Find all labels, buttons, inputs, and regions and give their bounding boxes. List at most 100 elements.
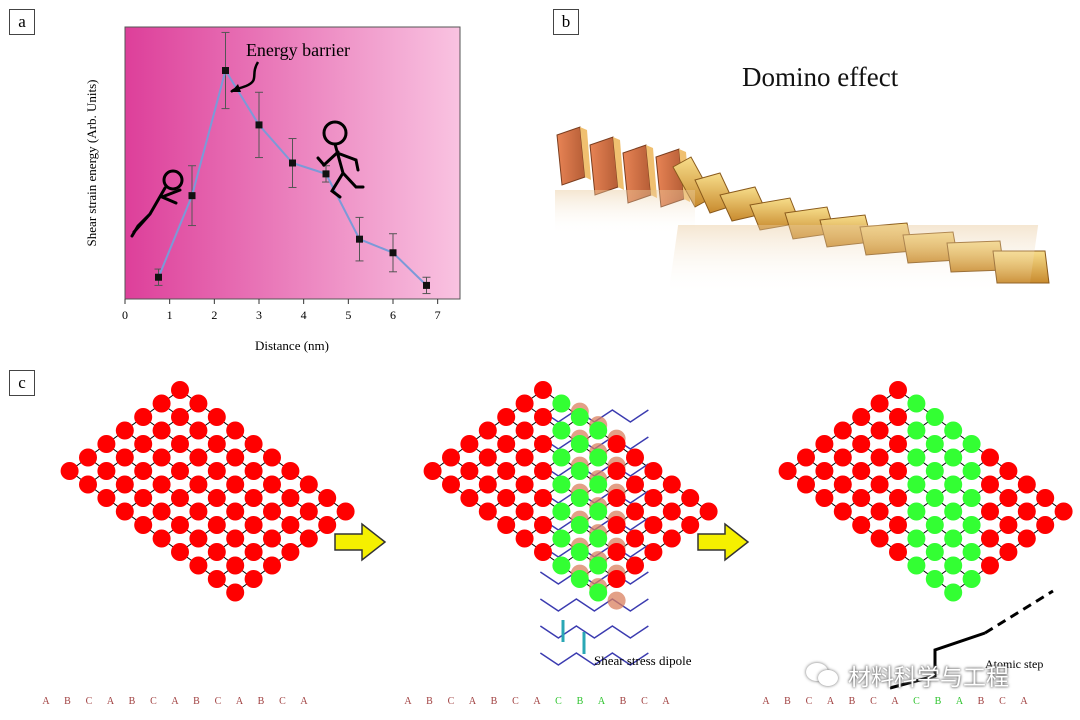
stacking-letter: A [469,696,477,707]
parent-atom [226,448,245,467]
parent-atom [870,394,889,413]
watermark-text: 材料科学与工程 [848,665,1009,691]
parent-atom [299,529,318,548]
parent-atom [662,529,681,548]
parent-atom [833,502,852,521]
data-point [255,121,263,129]
parent-atom [889,516,907,534]
parent-atom [79,475,97,494]
lattice-twinned [778,381,1073,602]
stacking-letter: C [215,696,222,707]
data-point [188,192,196,200]
parent-atom [515,475,534,494]
parent-atom [189,502,208,521]
parent-atom [152,529,171,548]
parent-atom [889,462,907,480]
stacking-letter: C [555,696,562,707]
watermark: 材料科学与工程 [806,658,1009,692]
parent-atom [852,408,871,426]
parent-atom [607,489,626,507]
parent-atom [207,435,226,453]
panel-a-label: a [9,9,35,35]
parent-atom [299,502,318,521]
parent-atom [442,448,460,467]
parent-atom [981,475,999,494]
stacking-letter: C [279,696,286,707]
data-point [289,159,296,167]
twin-atom [944,475,963,494]
twin-atom [570,435,589,453]
domino-reflection [555,190,1039,295]
parent-atom [870,475,889,494]
data-point [389,249,397,257]
parent-atom [60,462,79,480]
stacking-letter: A [1020,696,1028,707]
parent-atom [263,556,281,575]
parent-atom [870,421,889,440]
parent-atom [207,462,226,480]
twin-atom [552,394,571,413]
twin-atom [925,516,944,534]
parent-atom [833,448,852,467]
energy-barrier-chart: 0 1 2 3 4 5 6 7 Energy barrier Distance (nm) Sh… [84,26,461,353]
parent-atom [460,489,479,507]
parent-atom [189,556,208,575]
parent-atom [152,475,171,494]
parent-atom [870,448,889,467]
parent-atom [318,516,337,534]
twin-atom [589,529,608,548]
parent-atom [97,435,116,453]
parent-atom [607,570,626,588]
parent-atom [263,475,281,494]
twin-atom [589,421,608,440]
parent-atom [134,516,153,534]
stacking-letter: A [107,696,115,707]
x-tick-label: 5 [345,308,351,322]
parent-atom [699,502,718,521]
panel-c-label: c [9,370,35,396]
parent-atom [478,475,497,494]
stacking-letter: B [193,696,200,707]
stacking-letter: A [598,696,606,707]
twin-atom [907,448,926,467]
parent-atom [189,529,208,548]
stacking-letter: C [448,696,455,707]
annotation-arrowhead-icon [231,84,241,92]
stacking-letter: B [620,696,627,707]
parent-atom [1017,502,1036,521]
twin-atom [552,529,571,548]
twin-atom [925,543,944,561]
stacking-letter: B [978,696,985,707]
domino-illustration [555,126,1050,295]
parent-atom [607,435,626,453]
parent-atom [981,529,999,548]
parent-atom [152,421,171,440]
parent-atom [152,502,171,521]
twin-atom [552,475,571,494]
parent-atom [644,516,663,534]
parent-atom [189,394,208,413]
twin-atom [552,556,571,575]
parent-atom [171,381,189,399]
parent-atom [134,462,153,480]
parent-atom [189,448,208,467]
parent-atom [423,462,442,480]
twin-atom [570,516,589,534]
twin-atom [589,448,608,467]
parent-atom [115,448,134,467]
parent-atom [207,408,226,426]
parent-atom [1036,489,1055,507]
parent-atom [478,421,497,440]
parent-atom [171,435,189,453]
twin-atom [944,502,963,521]
parent-atom [870,502,889,521]
stacking-letter: C [999,696,1006,707]
parent-atom [534,516,552,534]
twin-atom [589,583,608,602]
x-axis-label: Distance (nm) [255,338,329,353]
parent-atom [226,502,245,521]
parent-atom [889,408,907,426]
twin-atom [925,435,944,453]
